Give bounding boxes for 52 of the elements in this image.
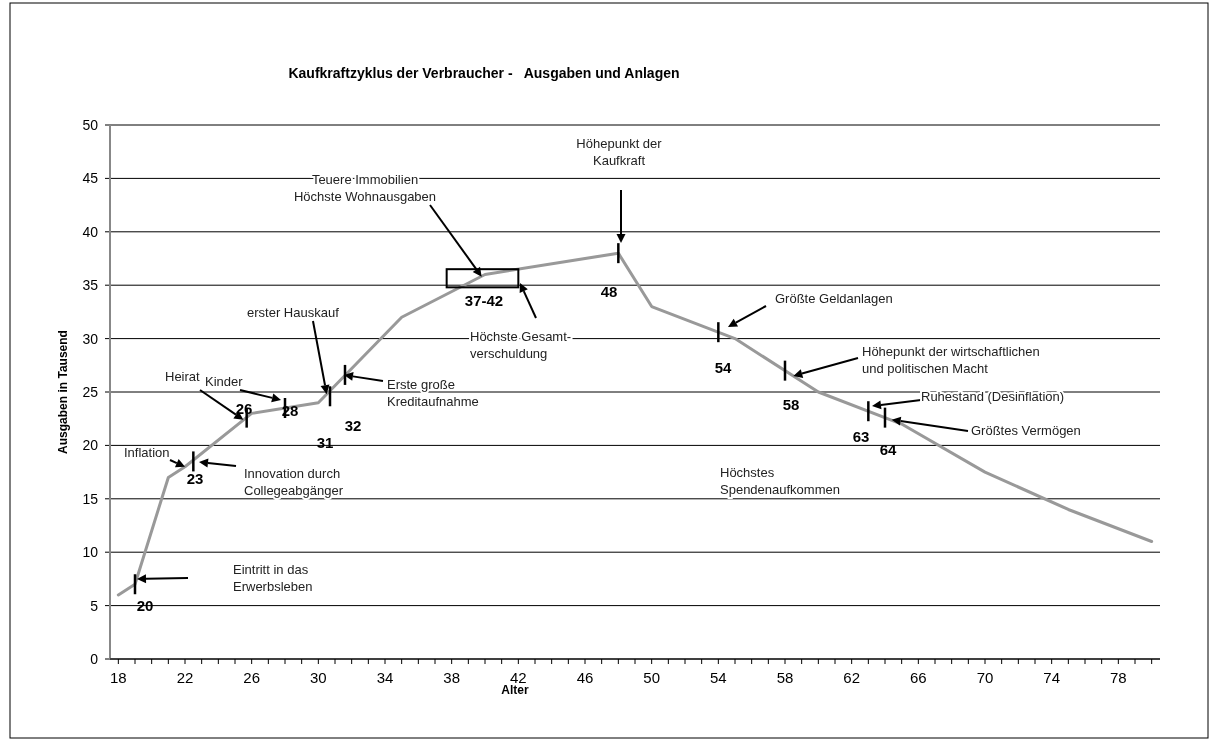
y-tick-label: 45 [82, 170, 99, 187]
annotation: Höchstes Spendenaufkommen [720, 465, 840, 497]
y-tick-label: 35 [82, 277, 99, 294]
annotation: 63 [852, 428, 870, 445]
y-tick-label: 30 [82, 330, 99, 347]
annotation: Kinder [205, 374, 244, 389]
annotation: erster Hauskauf [247, 305, 340, 320]
chart-title: Kaufkraftzyklus der Verbraucher - Ausgaben und Anlagen [288, 65, 680, 81]
x-tick-label: 50 [643, 669, 661, 686]
x-tick-label: 62 [843, 669, 861, 686]
annotation: Höhepunkt der Kaufkraft [576, 136, 663, 168]
x-tick-label: 38 [443, 669, 461, 686]
y-tick-label: 15 [82, 490, 99, 507]
x-tick-label: 34 [376, 669, 394, 686]
x-tick-label: 58 [776, 669, 794, 686]
annotation: 37-42 [464, 292, 504, 309]
y-tick-label: 50 [82, 117, 99, 133]
x-tick-label: 70 [976, 669, 994, 686]
y-tick-label: 40 [82, 223, 99, 240]
x-tick-label: 78 [1109, 669, 1127, 686]
annotation: 48 [600, 283, 618, 300]
y-tick-label: 10 [82, 544, 99, 561]
line-series [116, 251, 1154, 597]
y-tick-label: 0 [90, 651, 99, 667]
annotation: Erste große Kreditaufnahme [387, 377, 479, 409]
annotation: Größtes Vermögen [971, 423, 1081, 438]
annotation: Heirat [165, 369, 201, 384]
annotation: Inflation [124, 445, 170, 460]
x-axis-title: Alter [501, 683, 529, 697]
x-tick-label: 66 [909, 669, 927, 686]
x-tick-label: 74 [1043, 669, 1061, 686]
annotation: Eintritt in das Erwerbsleben [233, 562, 313, 594]
y-axis-title: Ausgaben in Tausend [56, 330, 70, 454]
annotation: 32 [344, 417, 362, 434]
x-tick-label: 22 [176, 669, 194, 686]
y-tick-label: 20 [82, 437, 99, 454]
x-tick-label: 26 [243, 669, 261, 686]
annotation: 64 [879, 441, 897, 458]
annotation: Größte Geldanlagen [775, 291, 893, 306]
annotation: 58 [782, 396, 800, 413]
annotation: Innovation durch Collegeabgänger [244, 466, 344, 498]
x-tick-label: 18 [109, 669, 127, 686]
x-tick-label: 46 [576, 669, 594, 686]
annotation: Höhepunkt der wirtschaftlichen und politischen Macht [862, 344, 1040, 376]
annotation: Ruhestand (Desinflation) [921, 389, 1065, 404]
y-tick-label: 5 [90, 597, 99, 614]
x-tick-label: 30 [309, 669, 327, 686]
x-tick-label: 54 [709, 669, 727, 686]
annotation: 23 [186, 470, 204, 487]
x-tick-label: 42 [509, 669, 527, 686]
y-tick-label: 25 [82, 384, 99, 400]
annotation: 54 [714, 359, 732, 376]
